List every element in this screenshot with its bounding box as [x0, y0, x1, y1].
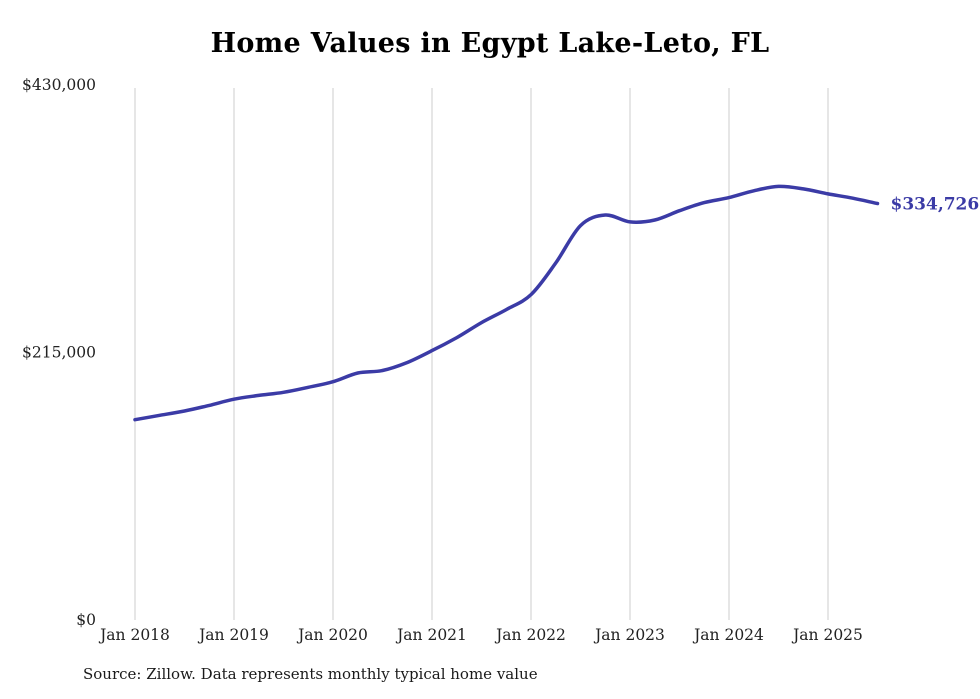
- x-axis-tick-label: Jan 2025: [791, 626, 863, 644]
- y-axis-tick-label: $0: [76, 611, 96, 629]
- source-note: Source: Zillow. Data represents monthly …: [83, 665, 538, 683]
- x-axis-tick-label: Jan 2021: [395, 626, 467, 644]
- y-axis-tick-label: $215,000: [22, 344, 96, 362]
- x-axis-tick-label: Jan 2022: [494, 626, 566, 644]
- home-value-series-line: [133, 184, 880, 422]
- current-value-label: $334,726: [891, 195, 980, 215]
- x-axis-tick-label: Jan 2018: [98, 626, 170, 644]
- x-axis-tick-label: Jan 2023: [593, 626, 665, 644]
- x-axis-tick-label: Jan 2019: [197, 626, 269, 644]
- x-axis-tick-label: Jan 2024: [692, 626, 764, 644]
- x-axis-tick-label: Jan 2020: [296, 626, 368, 644]
- chart-title: Home Values in Egypt Lake-Leto, FL: [210, 28, 770, 59]
- y-axis-tick-label: $430,000: [22, 76, 96, 94]
